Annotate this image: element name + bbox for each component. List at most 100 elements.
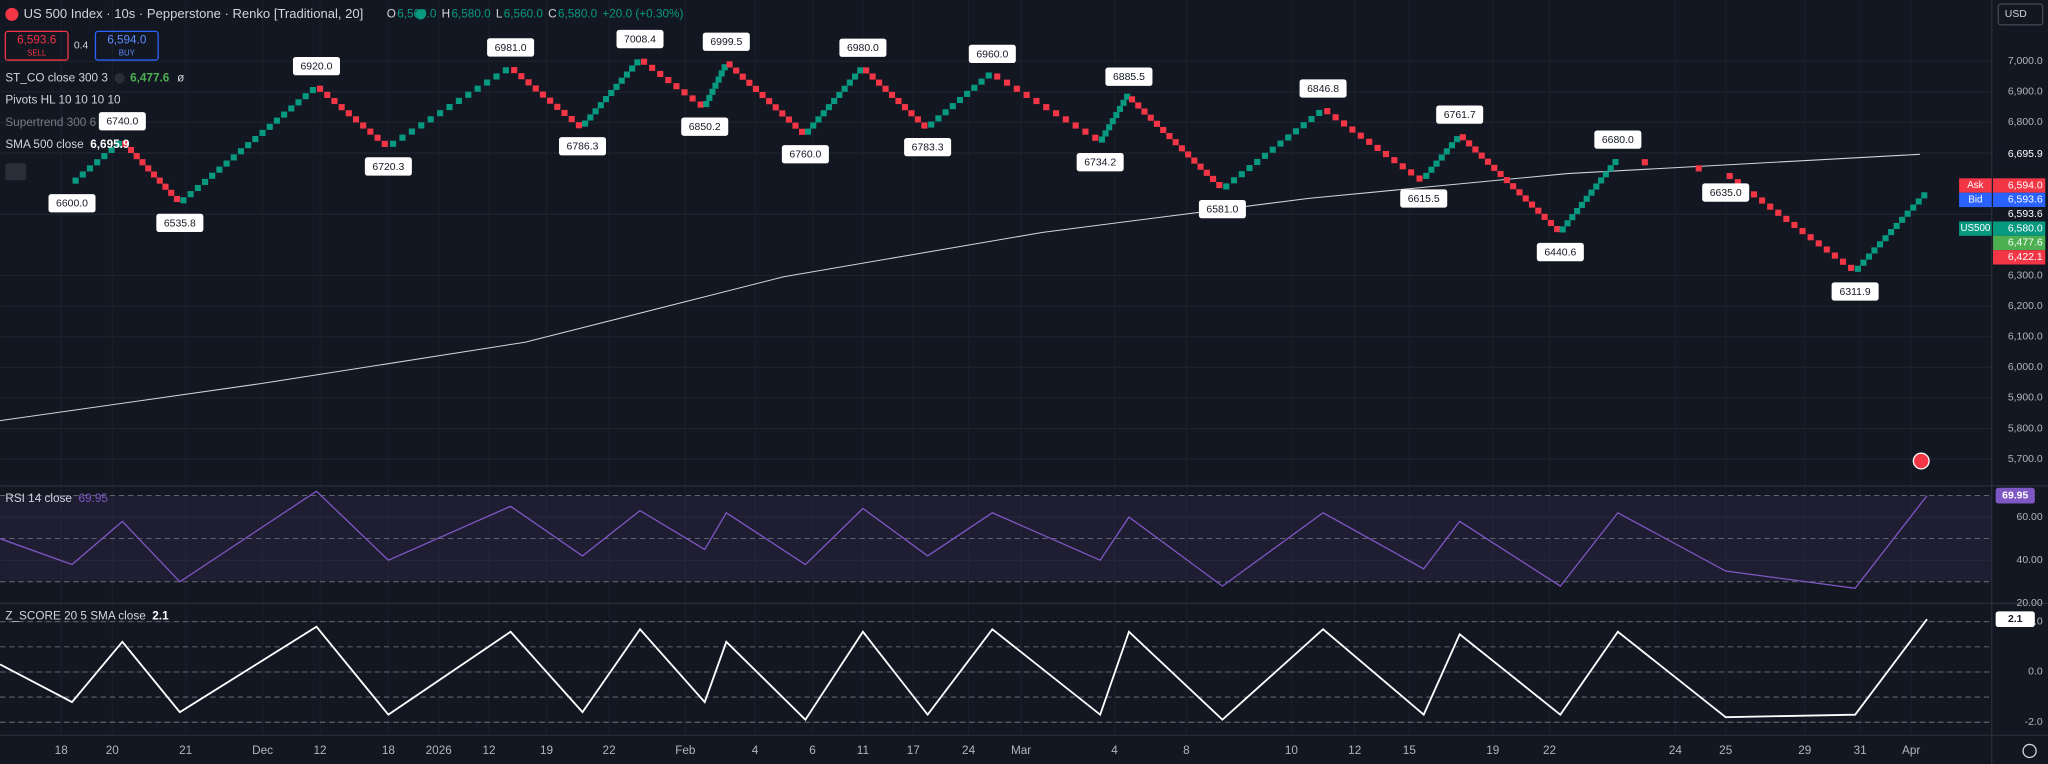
renko-brick xyxy=(1799,228,1806,235)
renko-brick xyxy=(465,91,472,98)
ohlc-value: 6,560.0 xyxy=(504,7,544,20)
renko-brick xyxy=(1053,110,1060,117)
renko-brick xyxy=(739,73,746,80)
pivot-label-box xyxy=(681,117,729,136)
renko-brick xyxy=(1082,128,1089,135)
renko-brick xyxy=(597,102,604,109)
renko-brick xyxy=(1516,189,1523,196)
renko-brick xyxy=(810,122,817,129)
sell-button[interactable] xyxy=(4,30,69,61)
renko-brick xyxy=(547,97,554,104)
renko-brick xyxy=(1316,109,1323,117)
x-tick-label: 6 xyxy=(809,744,816,757)
ohlc-key: H xyxy=(442,7,451,20)
renko-brick xyxy=(994,73,1001,80)
renko-brick xyxy=(1554,226,1561,233)
currency[interactable]: USD xyxy=(2005,9,2027,20)
renko-brick xyxy=(697,101,704,108)
renko-brick xyxy=(1166,133,1173,140)
pivot-label-box xyxy=(1536,242,1584,262)
price-tag-label: 6,593.6 xyxy=(2008,209,2043,220)
renko-brick xyxy=(721,64,728,71)
renko-brick xyxy=(820,110,827,117)
pivot-label: 7008.4 xyxy=(624,34,656,45)
pivot-label: 6846.8 xyxy=(1307,84,1339,95)
y-tick-label: 7,000.0 xyxy=(2008,56,2043,67)
x-tick-label: 19 xyxy=(540,744,553,757)
indicator-line xyxy=(0,490,1928,589)
renko-brick xyxy=(608,89,615,97)
buy-button[interactable] xyxy=(94,30,159,61)
collapse-button[interactable] xyxy=(5,163,27,181)
price-tag xyxy=(1993,178,2046,193)
renko-brick xyxy=(1216,181,1223,189)
renko-brick xyxy=(1340,120,1348,127)
renko-brick xyxy=(772,104,779,111)
renko-brick xyxy=(133,153,140,160)
renko-brick xyxy=(1102,130,1109,137)
x-tick-label: 12 xyxy=(1348,744,1361,757)
pivot-label: 6920.0 xyxy=(300,62,332,73)
buy-label[interactable]: BUY xyxy=(119,49,136,58)
sell-price[interactable]: 6,593.6 xyxy=(17,34,57,47)
pane-legend-value: 2.1 xyxy=(152,610,169,623)
renko-brick xyxy=(511,67,518,74)
buy-price[interactable]: 6,594.0 xyxy=(107,34,147,47)
pivot-label-box xyxy=(702,32,750,51)
ohlc-value: 6,580.0 xyxy=(558,7,598,20)
event-icon[interactable] xyxy=(1912,452,1930,470)
renko-brick xyxy=(709,88,716,95)
renko-brick xyxy=(446,103,453,111)
renko-brick xyxy=(1607,165,1614,172)
renko-brick xyxy=(1602,171,1609,178)
sell-label[interactable]: SELL xyxy=(27,49,47,58)
renko-brick xyxy=(1783,215,1790,222)
renko-brick xyxy=(1197,163,1204,170)
settings-icon[interactable] xyxy=(2022,743,2037,759)
renko-brick xyxy=(575,122,582,129)
renko-brick xyxy=(1391,157,1398,164)
market-status xyxy=(415,9,426,20)
renko-brick xyxy=(759,91,766,99)
y-tick-label: 40.00 xyxy=(2017,555,2043,566)
renko-brick xyxy=(162,183,169,190)
pivot-label-box xyxy=(1594,130,1642,149)
currency-button[interactable] xyxy=(1997,3,2044,26)
pivot-label-box xyxy=(1831,282,1879,301)
renko-brick xyxy=(1564,220,1571,227)
renko-brick xyxy=(935,115,942,122)
renko-brick xyxy=(914,116,921,123)
renko-brick xyxy=(792,122,799,129)
pivot-label-box xyxy=(839,38,887,57)
renko-brick xyxy=(978,78,985,85)
renko-brick xyxy=(1871,247,1878,254)
renko-brick xyxy=(985,72,992,79)
renko-brick xyxy=(901,104,909,111)
renko-brick xyxy=(1374,144,1381,151)
renko-brick xyxy=(72,177,79,184)
renko-brick xyxy=(525,79,532,86)
renko-brick xyxy=(613,83,620,90)
renko-brick xyxy=(1246,165,1253,172)
renko-brick xyxy=(949,103,956,110)
y-tick-label: 5,800.0 xyxy=(2008,423,2043,434)
renko-brick xyxy=(437,110,444,117)
renko-brick xyxy=(1522,195,1529,202)
y-tick-label: 0.0 xyxy=(2028,667,2043,678)
price-tag-name: Bid xyxy=(1968,194,1982,205)
renko-brick xyxy=(127,146,135,154)
renko-brick xyxy=(502,67,509,74)
renko-brick xyxy=(209,172,216,179)
indicator-value: 6,695.9 xyxy=(90,138,130,151)
renko-brick xyxy=(168,189,175,196)
x-tick-label: 29 xyxy=(1798,744,1811,757)
x-tick-label: 12 xyxy=(482,744,495,757)
renko-brick xyxy=(367,128,374,135)
spread: 0.4 xyxy=(74,40,89,51)
renko-brick xyxy=(888,91,896,98)
ohlc-key: C xyxy=(548,7,557,20)
renko-brick xyxy=(554,103,561,110)
renko-brick xyxy=(288,105,295,112)
change: +20.0 (+0.30%) xyxy=(602,7,683,20)
renko-brick xyxy=(876,79,883,86)
